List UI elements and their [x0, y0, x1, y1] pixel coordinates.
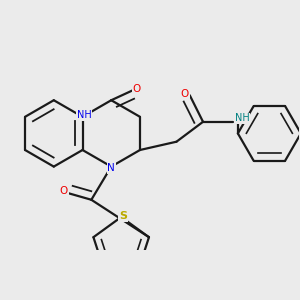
Text: NH: NH — [77, 110, 92, 120]
Text: O: O — [133, 84, 141, 94]
Text: O: O — [181, 88, 189, 99]
Text: NH: NH — [235, 113, 249, 124]
Text: S: S — [119, 211, 127, 221]
Text: N: N — [107, 163, 115, 173]
Text: O: O — [60, 187, 68, 196]
